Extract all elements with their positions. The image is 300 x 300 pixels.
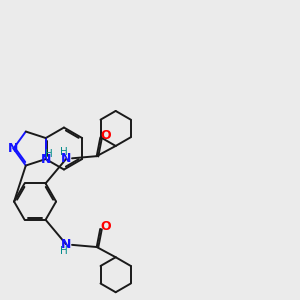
Text: H: H (60, 147, 68, 158)
Text: O: O (100, 129, 111, 142)
Text: N: N (8, 142, 19, 155)
Text: N: N (61, 152, 71, 165)
Text: H: H (45, 149, 53, 159)
Text: N: N (61, 238, 71, 251)
Text: O: O (100, 220, 111, 233)
Text: H: H (60, 246, 68, 256)
Text: N: N (40, 152, 51, 166)
